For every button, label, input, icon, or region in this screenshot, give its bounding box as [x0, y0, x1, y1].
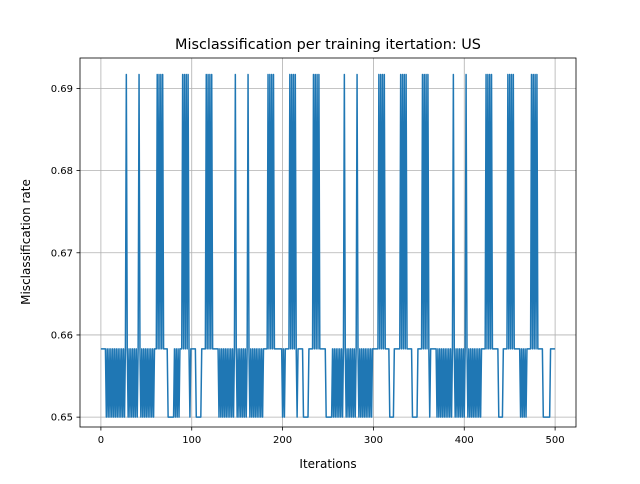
- y-tick-label: 0.66: [51, 331, 73, 342]
- y-axis-label: Misclassification rate: [19, 179, 33, 305]
- x-tick-label: 0: [98, 435, 104, 446]
- y-tick-label: 0.69: [51, 84, 73, 95]
- x-tick-label: 100: [182, 435, 201, 446]
- x-tick-label: 200: [273, 435, 292, 446]
- y-tick-label: 0.68: [51, 166, 73, 177]
- x-tick-label: 300: [364, 435, 383, 446]
- plot-frame: [79, 57, 577, 428]
- axis-ticks: 0 100 200 300 400 500 0.65 0.66 0.67 0.68 0.69: [51, 84, 565, 446]
- x-tick-label: 400: [455, 435, 474, 446]
- x-tick-label: 500: [546, 435, 565, 446]
- series-line: [100, 73, 556, 418]
- chart-title: Misclassification per training itertatio…: [175, 37, 481, 53]
- x-axis-label: Iterations: [299, 457, 356, 471]
- series-line-group: [100, 73, 556, 418]
- y-tick-label: 0.65: [51, 413, 73, 424]
- y-tick-label: 0.67: [51, 248, 73, 259]
